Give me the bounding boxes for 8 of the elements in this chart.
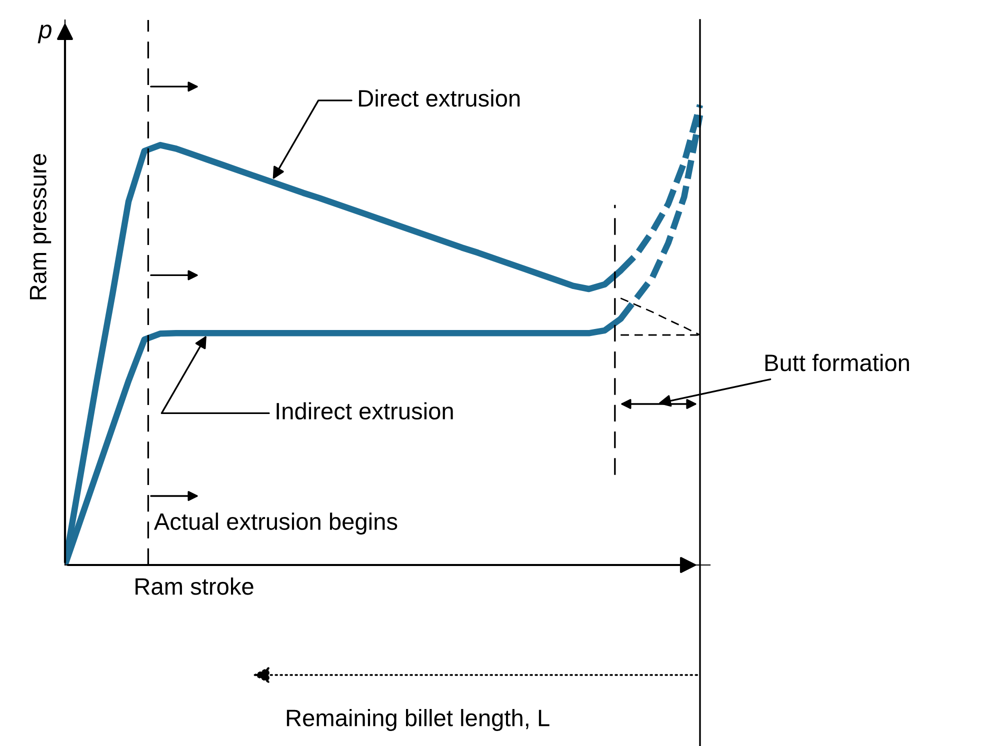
text: Butt formation [765, 354, 909, 372]
x-axis-title: Ram stroke [136, 578, 254, 595]
y-axis-title: Ram pressure [30, 154, 52, 300]
text: Remaining billet length, L [286, 708, 550, 732]
text: p [38, 24, 52, 44]
text: Indirect extrusion [276, 402, 453, 420]
text: Direct extrusion [359, 89, 520, 107]
annotation: Actual extrusion begins [154, 512, 398, 535]
